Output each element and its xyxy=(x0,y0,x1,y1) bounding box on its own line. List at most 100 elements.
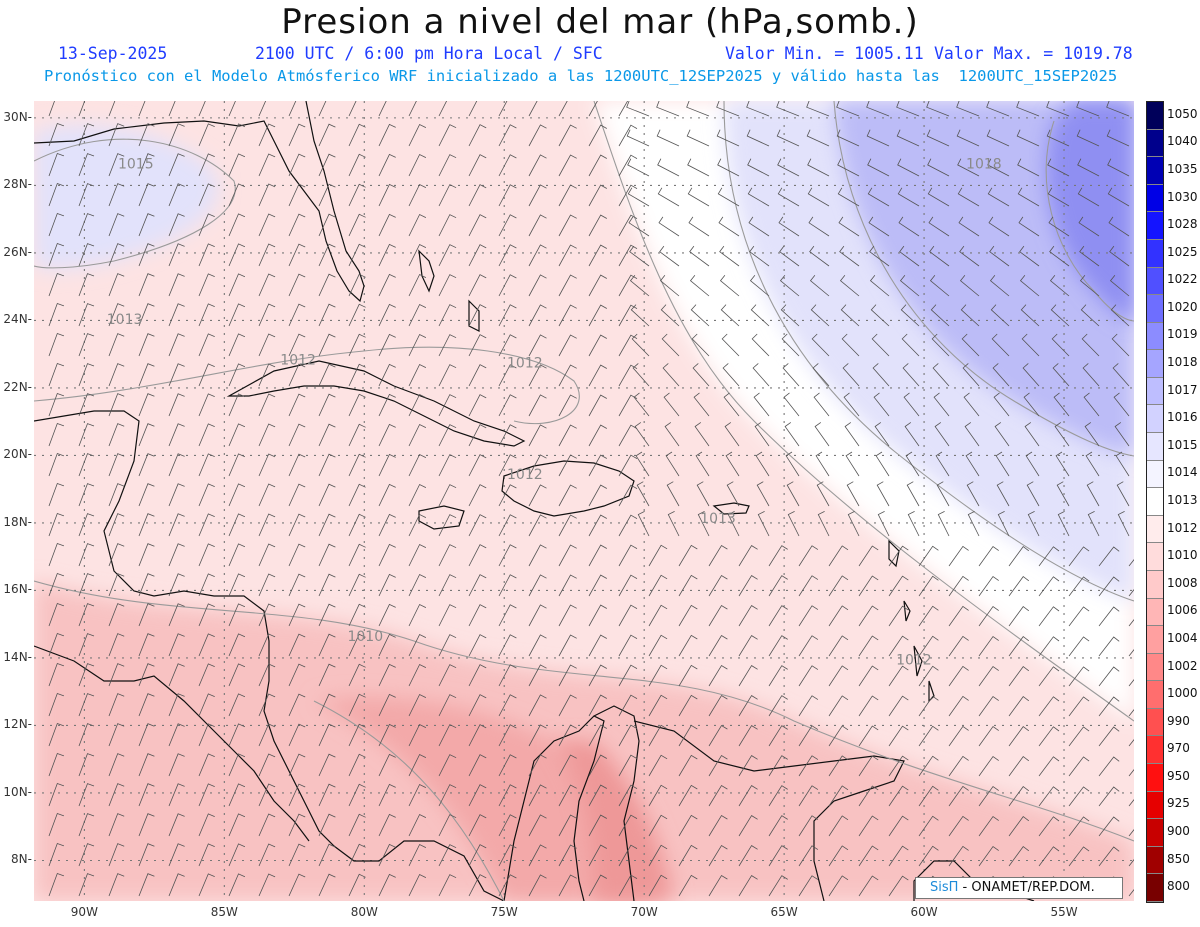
wind-barb xyxy=(1113,392,1130,417)
wind-barb xyxy=(687,187,710,207)
forecast-description: Pronóstico con el Modelo Atmósferico WRF… xyxy=(44,67,1118,85)
wind-barb xyxy=(978,695,999,717)
wind-barb xyxy=(877,511,890,537)
wind-barb xyxy=(438,364,457,387)
wind-barb xyxy=(558,154,577,177)
wind-barb xyxy=(858,665,879,687)
wind-barb xyxy=(906,481,920,507)
wind-barb xyxy=(991,333,1010,357)
wind-barb xyxy=(528,784,547,807)
wind-barb xyxy=(468,334,487,357)
pressure-map[interactable]: 1015 1018 1013 1012 1012 1012 1013 1010 1012 xyxy=(34,101,1134,901)
wind-barb xyxy=(48,572,65,597)
wind-barb xyxy=(1085,451,1100,477)
wind-barb xyxy=(288,663,306,687)
wind-barb xyxy=(528,101,538,117)
wind-barb xyxy=(1016,129,1040,147)
wind-barb xyxy=(108,101,116,117)
wind-barb xyxy=(288,603,306,627)
wind-barb xyxy=(138,123,155,147)
wind-barb xyxy=(528,874,547,897)
wind-barb xyxy=(798,695,819,717)
wind-barb xyxy=(528,454,547,477)
wind-barb xyxy=(746,129,770,147)
lon-label: 75W xyxy=(490,905,518,919)
wind-barb xyxy=(258,663,276,687)
wind-barb xyxy=(948,845,969,867)
wind-barb xyxy=(558,514,577,537)
wind-barb xyxy=(138,873,155,897)
wind-barb xyxy=(858,605,879,627)
wind-barb xyxy=(498,604,517,627)
wind-barb xyxy=(1048,216,1070,237)
wind-barb xyxy=(288,873,306,897)
wind-barb xyxy=(258,843,276,867)
wind-barb xyxy=(779,275,800,297)
wind-barb xyxy=(378,783,396,807)
wind-barb xyxy=(858,635,879,657)
wind-barb xyxy=(258,693,276,717)
wind-barb xyxy=(678,754,698,777)
legend-swatch xyxy=(1147,626,1163,654)
legend-label: 1019 xyxy=(1167,327,1198,342)
wind-barb xyxy=(498,124,517,147)
wind-barb xyxy=(108,753,125,777)
wind-barb xyxy=(258,273,276,297)
wind-barb xyxy=(753,392,770,417)
wind-barb xyxy=(746,101,770,117)
wind-barb xyxy=(629,275,650,297)
wind-barb xyxy=(498,514,517,537)
wind-barb xyxy=(588,274,607,297)
wind-barb xyxy=(656,101,680,117)
wind-barb xyxy=(724,422,740,447)
legend-swatch xyxy=(1147,874,1163,902)
wind-barb xyxy=(318,333,336,357)
wind-barb xyxy=(78,273,95,297)
wind-barb xyxy=(858,785,879,807)
wind-barb xyxy=(725,451,740,477)
wind-barb xyxy=(1068,786,1090,807)
wind-barb xyxy=(408,213,427,237)
wind-barb xyxy=(528,664,547,687)
wind-barb xyxy=(808,216,830,237)
legend-label: 1040 xyxy=(1167,134,1198,149)
wind-barb xyxy=(498,334,517,357)
wind-barb xyxy=(408,513,427,537)
wind-barb xyxy=(588,604,607,627)
wind-barb xyxy=(408,363,427,387)
legend-label: 990 xyxy=(1167,713,1190,728)
wind-barb xyxy=(528,724,547,747)
wind-barb xyxy=(438,454,457,477)
wind-barb xyxy=(618,244,638,267)
wind-barb xyxy=(378,333,396,357)
wind-barb xyxy=(1020,304,1040,327)
pressure-shading xyxy=(34,101,1134,901)
wind-barb xyxy=(718,216,740,237)
wind-barb xyxy=(960,304,980,327)
wind-barb xyxy=(498,484,517,507)
wind-barb xyxy=(948,725,969,747)
wind-barb xyxy=(798,785,819,807)
wind-barb xyxy=(618,784,638,807)
legend-swatch xyxy=(1147,653,1163,682)
wind-barb xyxy=(814,422,830,447)
wind-barb xyxy=(629,245,650,267)
legend-label: 1050 xyxy=(1167,106,1198,121)
wind-barb xyxy=(993,392,1010,417)
wind-barb xyxy=(929,275,950,297)
wind-barb xyxy=(989,275,1010,297)
wind-barb xyxy=(168,693,185,717)
wind-barb xyxy=(558,604,577,627)
legend-swatch xyxy=(1147,322,1163,351)
wind-barb xyxy=(258,101,267,117)
value-min: Valor Min. = 1005.11 xyxy=(725,44,924,63)
wind-barb xyxy=(1038,756,1060,777)
wind-barb xyxy=(697,511,710,537)
wind-barb xyxy=(438,394,457,417)
credit-box: SisΠ - ONAMET/REP.DOM. xyxy=(915,877,1123,899)
wind-barb xyxy=(378,603,396,627)
wind-barb xyxy=(657,187,680,207)
wind-barb xyxy=(648,784,668,807)
wind-barb xyxy=(168,603,185,627)
wind-barb xyxy=(468,724,487,747)
